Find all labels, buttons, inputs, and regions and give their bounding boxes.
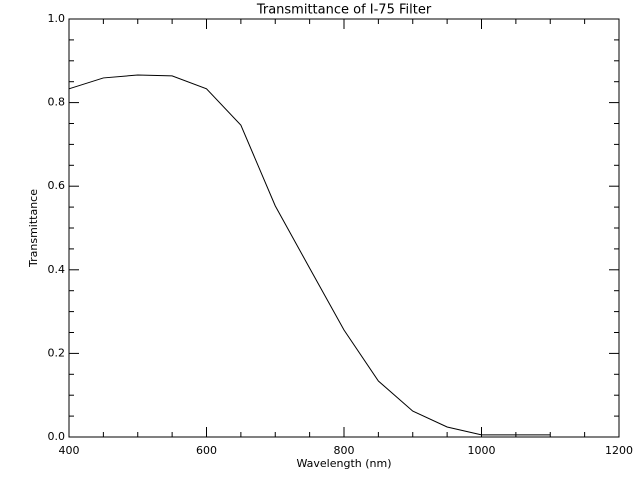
y-tick-label: 0.2 xyxy=(48,346,66,359)
x-tick-label: 400 xyxy=(59,444,80,457)
y-tick-label: 0.8 xyxy=(48,96,66,109)
x-tick-label: 800 xyxy=(334,444,355,457)
y-axis-label: Transmittance xyxy=(27,189,40,268)
y-tick-label: 1.0 xyxy=(48,12,66,25)
x-tick-label: 1200 xyxy=(605,444,633,457)
y-tick-label: 0.4 xyxy=(48,263,66,276)
x-tick-label: 600 xyxy=(196,444,217,457)
x-tick-label: 1000 xyxy=(468,444,496,457)
chart-title: Transmittance of I-75 Filter xyxy=(256,3,432,18)
x-axis-label: Wavelength (nm) xyxy=(296,457,391,470)
y-tick-label: 0.0 xyxy=(48,430,66,443)
y-tick-label: 0.6 xyxy=(48,179,66,192)
data-line xyxy=(68,74,551,436)
